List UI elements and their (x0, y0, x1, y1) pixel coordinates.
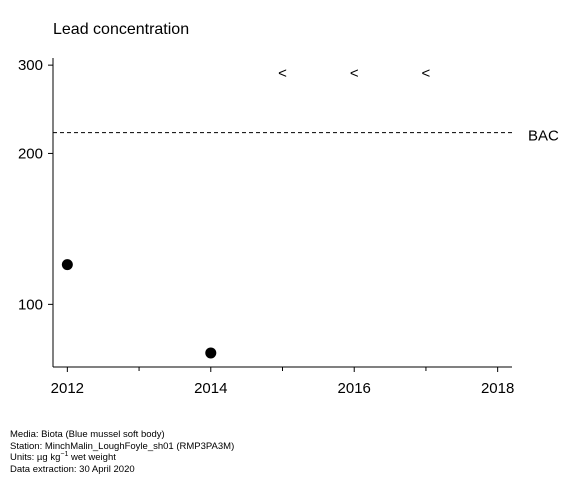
x-tick-label: 2016 (338, 380, 371, 397)
footer-units-prefix: Units: µg kg (10, 452, 61, 464)
data-points (61, 259, 217, 359)
x-tick-label: 2012 (51, 380, 84, 397)
bac-label: BAC (528, 128, 559, 145)
x-tick-label: 2018 (481, 380, 514, 397)
footer-station: Station: MinchMalin_LoughFoyle_sh01 (RMP… (10, 440, 235, 452)
y-axis-ticks: 100 200 300 (18, 57, 53, 313)
data-point (61, 259, 73, 271)
less-than-markers: < < < (278, 65, 430, 82)
footer-units: Units: µg kg−1 wet weight (10, 451, 234, 464)
data-point (205, 347, 217, 359)
footer-units-exponent: −1 (60, 451, 69, 459)
x-axis-ticks: 2012 2014 2016 2018 (51, 367, 514, 397)
chart-title: Lead concentration (53, 21, 189, 38)
footer-units-suffix: wet weight (68, 452, 116, 464)
chart-footer: Media: Biota (Blue mussel soft body) Sta… (10, 429, 234, 475)
y-tick-label: 300 (18, 57, 43, 74)
reference-lines: BAC (53, 128, 559, 145)
footer-extraction: Data extraction: 30 April 2020 (10, 463, 135, 475)
y-tick-label: 200 (18, 145, 43, 162)
less-than-marker: < (422, 65, 431, 82)
x-tick-label: 2014 (194, 380, 227, 397)
less-than-marker: < (278, 65, 287, 82)
y-tick-label: 100 (18, 296, 43, 313)
less-than-marker: < (350, 65, 359, 82)
footer-media: Media: Biota (Blue mussel soft body) (10, 429, 165, 440)
